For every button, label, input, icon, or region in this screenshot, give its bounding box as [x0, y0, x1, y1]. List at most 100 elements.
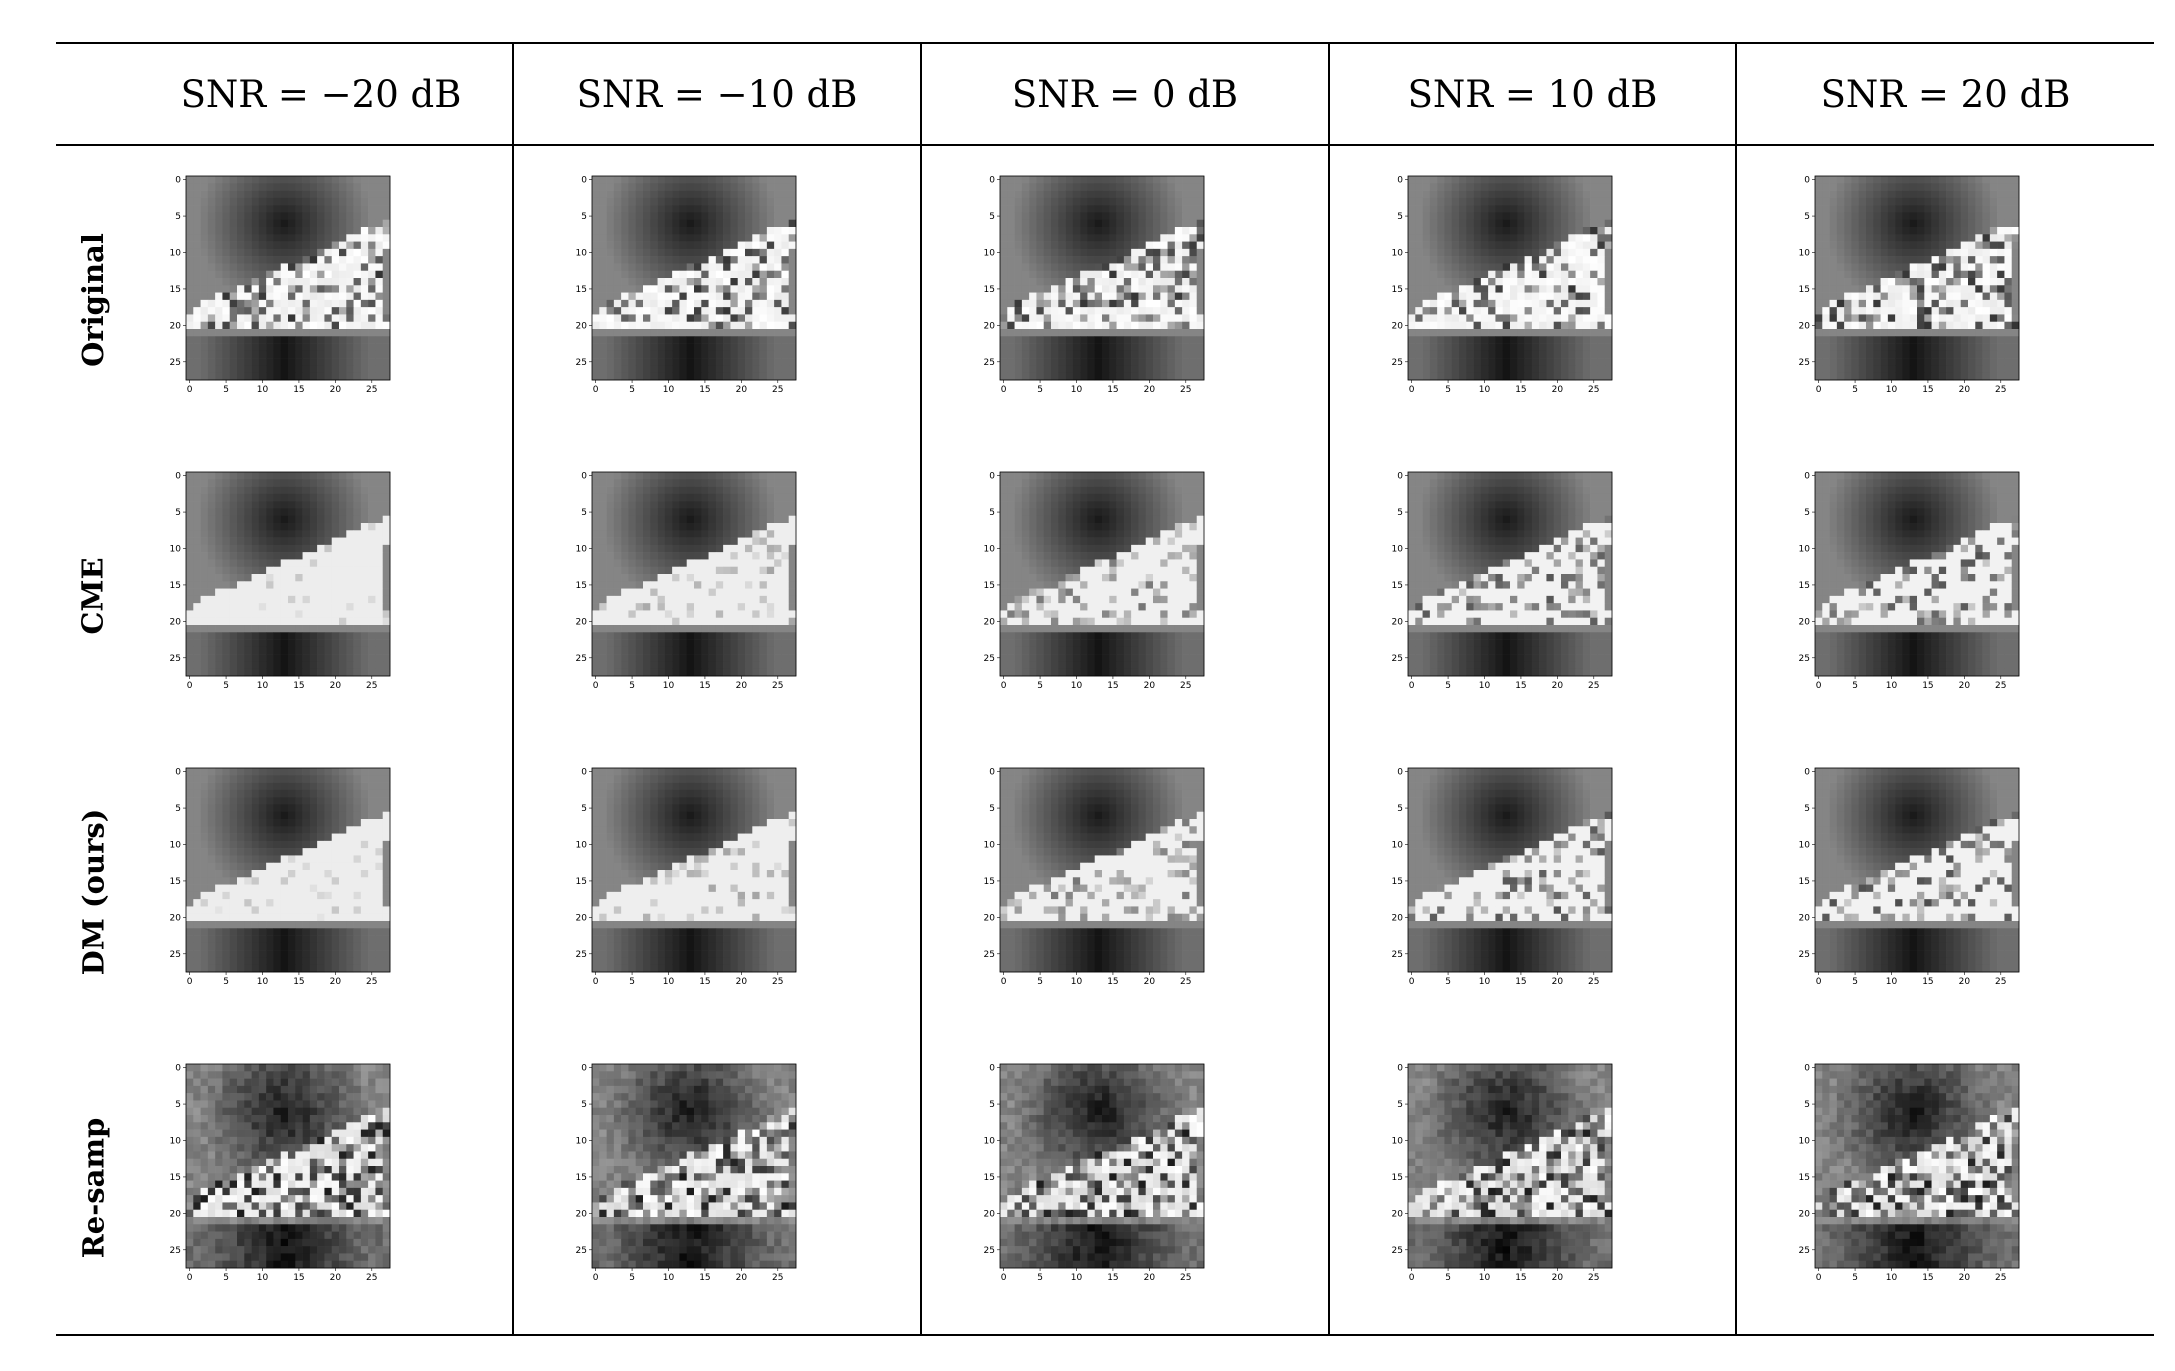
image-pixel	[353, 256, 362, 264]
image-pixel	[295, 661, 303, 670]
image-pixel	[1539, 372, 1547, 381]
image-pixel	[186, 336, 194, 344]
y-tick-label: 20	[170, 617, 182, 627]
image-pixel	[331, 639, 340, 648]
image-pixel	[664, 285, 673, 293]
image-pixel	[1968, 336, 1976, 344]
image-pixel	[237, 581, 245, 589]
x-tick-label: 0	[187, 681, 193, 691]
image-pixel	[628, 493, 637, 502]
image-pixel	[672, 190, 680, 199]
image-pixel	[621, 321, 629, 330]
image-pixel	[309, 329, 318, 337]
image-pixel	[346, 588, 354, 597]
image-pixel	[730, 176, 739, 184]
x-tick-label: 5	[223, 681, 229, 691]
image-pixel	[1036, 314, 1045, 323]
image-pixel	[650, 256, 658, 264]
image-pixel	[1960, 372, 1969, 381]
image-pixel	[266, 176, 274, 184]
image-pixel	[1931, 190, 1940, 199]
image-pixel	[1451, 358, 1460, 366]
image-pixel	[309, 661, 318, 670]
image-pixel	[1546, 314, 1555, 323]
image-pixel	[200, 314, 209, 323]
image-pixel	[266, 625, 274, 633]
image-pixel	[295, 219, 303, 228]
image-pixel	[737, 197, 746, 206]
image-pixel	[1072, 183, 1081, 191]
image-pixel	[1953, 190, 1962, 199]
image-pixel	[1568, 197, 1576, 206]
image-pixel	[781, 372, 790, 381]
image-pixel	[1058, 248, 1066, 257]
image-pixel	[229, 197, 238, 206]
image-pixel	[686, 212, 695, 221]
image-pixel	[1116, 183, 1125, 191]
image-pixel	[1189, 227, 1198, 235]
image-pixel	[368, 479, 376, 487]
image-pixel	[1189, 365, 1198, 374]
image-pixel	[715, 270, 724, 279]
image-pixel	[193, 668, 201, 677]
image-pixel	[1138, 307, 1147, 315]
image-pixel	[1531, 190, 1540, 199]
image-pixel	[715, 205, 724, 213]
image-pixel	[1051, 372, 1059, 381]
image-pixel	[346, 205, 354, 213]
image-pixel	[1058, 372, 1066, 381]
image-pixel	[1946, 190, 1954, 199]
image-pixel	[1917, 285, 1925, 293]
image-pixel	[346, 329, 354, 337]
image-pixel	[1094, 212, 1103, 221]
image-pixel	[708, 299, 717, 308]
image-pixel	[353, 559, 362, 568]
image-pixel	[222, 515, 231, 524]
image-pixel	[1880, 285, 1889, 293]
image-pixel	[273, 321, 282, 330]
image-pixel	[1938, 270, 1947, 279]
image-pixel	[774, 343, 782, 352]
image-pixel	[1473, 205, 1482, 213]
image-pixel	[1880, 358, 1889, 366]
image-pixel	[317, 329, 325, 337]
image-pixel	[599, 278, 607, 286]
image-pixel	[317, 632, 325, 640]
image-pixel	[1072, 234, 1081, 242]
image-pixel	[266, 654, 274, 662]
image-pixel	[715, 479, 724, 487]
image-pixel	[1094, 307, 1103, 315]
image-pixel	[309, 654, 318, 662]
image-pixel	[1174, 219, 1183, 228]
image-pixel	[1473, 292, 1482, 301]
image-pixel	[1946, 183, 1954, 191]
image-pixel	[207, 654, 216, 662]
image-pixel	[737, 219, 746, 228]
image-pixel	[592, 219, 600, 228]
image-pixel	[339, 654, 347, 662]
image-pixel	[664, 299, 673, 308]
image-pixel	[1561, 299, 1569, 308]
image-pixel	[1989, 365, 1998, 374]
image-pixel	[1429, 183, 1438, 191]
image-pixel	[1451, 234, 1460, 242]
image-pixel	[745, 372, 753, 381]
image-pixel	[635, 365, 644, 374]
image-pixel	[1459, 372, 1467, 381]
image-pixel	[295, 639, 303, 648]
image-pixel	[200, 343, 209, 352]
image-pixel	[1975, 307, 1983, 315]
image-pixel	[745, 270, 753, 279]
image-pixel	[1924, 263, 1932, 272]
image-pixel	[686, 372, 695, 381]
image-pixel	[1408, 365, 1416, 374]
image-pixel	[1182, 314, 1190, 323]
image-pixel	[295, 523, 303, 531]
image-pixel	[1953, 343, 1962, 352]
x-tick-label: 5	[629, 385, 635, 395]
image-pixel	[1873, 292, 1881, 301]
image-pixel	[1437, 278, 1445, 286]
image-pixel	[346, 515, 354, 524]
image-pixel	[774, 263, 782, 272]
image-pixel	[1510, 176, 1518, 184]
